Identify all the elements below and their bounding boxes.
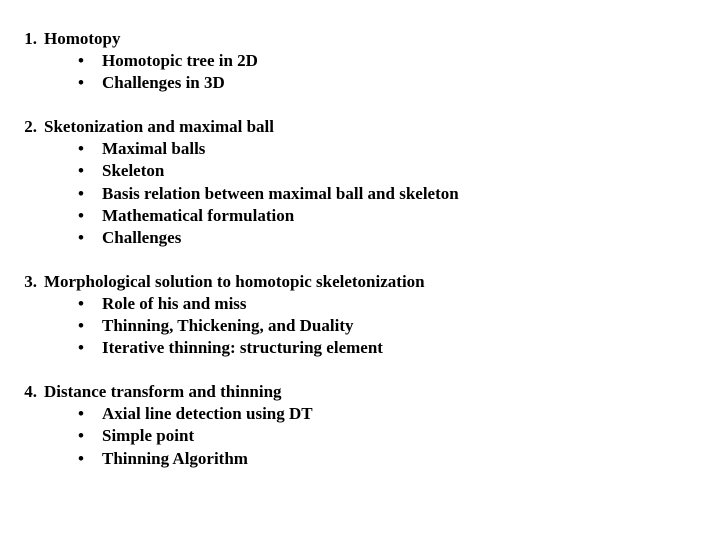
bullet-icon: • xyxy=(74,160,102,182)
section-title: Homotopy xyxy=(44,28,121,50)
list-item: • Homotopic tree in 2D xyxy=(74,50,700,72)
section-2: 2. Sketonization and maximal ball • Maxi… xyxy=(20,116,700,249)
item-text: Simple point xyxy=(102,425,194,447)
bullet-icon: • xyxy=(74,138,102,160)
list-item: • Axial line detection using DT xyxy=(74,403,700,425)
sub-list: • Homotopic tree in 2D • Challenges in 3… xyxy=(20,50,700,94)
list-item: • Skeleton xyxy=(74,160,700,182)
bullet-icon: • xyxy=(74,337,102,359)
item-text: Maximal balls xyxy=(102,138,205,160)
bullet-icon: • xyxy=(74,403,102,425)
section-number: 4. xyxy=(20,381,44,403)
section-title: Distance transform and thinning xyxy=(44,381,282,403)
section-number: 1. xyxy=(20,28,44,50)
item-text: Role of his and miss xyxy=(102,293,247,315)
list-item: • Challenges in 3D xyxy=(74,72,700,94)
section-title: Morphological solution to homotopic skel… xyxy=(44,271,425,293)
section-title: Sketonization and maximal ball xyxy=(44,116,274,138)
bullet-icon: • xyxy=(74,227,102,249)
list-item: • Thinning, Thickening, and Duality xyxy=(74,315,700,337)
section-heading: 3. Morphological solution to homotopic s… xyxy=(20,271,700,293)
list-item: • Simple point xyxy=(74,425,700,447)
section-heading: 1. Homotopy xyxy=(20,28,700,50)
list-item: • Basis relation between maximal ball an… xyxy=(74,183,700,205)
bullet-icon: • xyxy=(74,205,102,227)
sub-list: • Maximal balls • Skeleton • Basis relat… xyxy=(20,138,700,248)
bullet-icon: • xyxy=(74,183,102,205)
item-text: Challenges xyxy=(102,227,181,249)
item-text: Iterative thinning: structuring element xyxy=(102,337,383,359)
item-text: Skeleton xyxy=(102,160,164,182)
section-4: 4. Distance transform and thinning • Axi… xyxy=(20,381,700,469)
sub-list: • Axial line detection using DT • Simple… xyxy=(20,403,700,469)
bullet-icon: • xyxy=(74,72,102,94)
item-text: Mathematical formulation xyxy=(102,205,294,227)
section-heading: 2. Sketonization and maximal ball xyxy=(20,116,700,138)
item-text: Thinning, Thickening, and Duality xyxy=(102,315,354,337)
item-text: Thinning Algorithm xyxy=(102,448,248,470)
section-number: 3. xyxy=(20,271,44,293)
bullet-icon: • xyxy=(74,448,102,470)
item-text: Challenges in 3D xyxy=(102,72,225,94)
list-item: • Challenges xyxy=(74,227,700,249)
section-heading: 4. Distance transform and thinning xyxy=(20,381,700,403)
item-text: Homotopic tree in 2D xyxy=(102,50,258,72)
list-item: • Mathematical formulation xyxy=(74,205,700,227)
bullet-icon: • xyxy=(74,293,102,315)
list-item: • Role of his and miss xyxy=(74,293,700,315)
section-3: 3. Morphological solution to homotopic s… xyxy=(20,271,700,359)
section-number: 2. xyxy=(20,116,44,138)
item-text: Axial line detection using DT xyxy=(102,403,313,425)
list-item: • Iterative thinning: structuring elemen… xyxy=(74,337,700,359)
item-text: Basis relation between maximal ball and … xyxy=(102,183,459,205)
bullet-icon: • xyxy=(74,425,102,447)
bullet-icon: • xyxy=(74,50,102,72)
sub-list: • Role of his and miss • Thinning, Thick… xyxy=(20,293,700,359)
bullet-icon: • xyxy=(74,315,102,337)
list-item: • Thinning Algorithm xyxy=(74,448,700,470)
section-1: 1. Homotopy • Homotopic tree in 2D • Cha… xyxy=(20,28,700,94)
list-item: • Maximal balls xyxy=(74,138,700,160)
